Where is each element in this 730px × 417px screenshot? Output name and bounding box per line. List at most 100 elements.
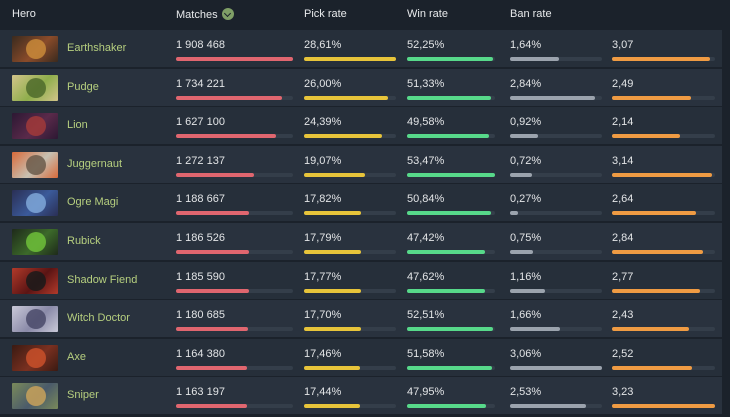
kda-bar-track (612, 95, 715, 100)
matches-bar-track (176, 95, 293, 100)
header-ban-rate[interactable]: Ban rate (510, 8, 552, 20)
kda-bar-fill (612, 134, 680, 139)
earthshaker-portrait-icon[interactable] (12, 36, 58, 62)
pick-value: 17,77% (304, 270, 342, 283)
win-bar-track (407, 172, 495, 177)
hero-name-link[interactable]: Rubick (67, 235, 101, 247)
matches-bar-track (176, 327, 293, 332)
table-row[interactable]: Ogre Magi 1 188 667 17,82% 50,84% 0,27% 2,64 (0, 184, 722, 222)
header-hero[interactable]: Hero (12, 8, 36, 20)
sniper-portrait-icon[interactable] (12, 383, 58, 410)
table-row[interactable]: Axe 1 164 380 17,46% 51,58% 3,06% 2,52 (0, 338, 722, 376)
hero-name-link[interactable]: Juggernaut (67, 157, 123, 170)
pick-bar-fill (304, 365, 360, 370)
pick-value: 28,61% (304, 39, 342, 51)
matches-value: 1 734 221 (176, 77, 225, 90)
hero-name-link[interactable]: Axe (67, 350, 86, 363)
win-bar-track (407, 57, 495, 61)
ban-bar-fill (510, 134, 538, 139)
ban-bar-track (510, 172, 602, 177)
header-matches[interactable]: Matches (176, 8, 234, 21)
matches-bar-fill (176, 404, 247, 409)
hero-name-link[interactable]: Shadow Fiend (67, 273, 138, 286)
ban-bar-track (510, 288, 602, 293)
pick-bar-track (304, 172, 396, 177)
win-value: 51,33% (407, 77, 445, 90)
sort-descending-icon[interactable] (221, 8, 234, 20)
pick-bar-track (304, 250, 396, 254)
kda-bar-track (612, 250, 715, 254)
kda-value: 2,52 (612, 347, 634, 360)
table-row[interactable]: Witch Doctor 1 180 685 17,70% 52,51% 1,66% 2,… (0, 300, 722, 338)
rubick-portrait-icon[interactable] (12, 229, 58, 255)
matches-bar-track (176, 250, 293, 254)
hero-name-link[interactable]: Ogre Magi (67, 196, 119, 209)
matches-bar-fill (176, 211, 249, 216)
witch-doctor-portrait-icon[interactable] (12, 306, 58, 333)
shadow-fiend-portrait-icon[interactable] (12, 267, 58, 294)
win-bar-fill (407, 134, 489, 139)
ban-value: 0,72% (510, 154, 542, 167)
pick-value: 17,70% (304, 309, 342, 322)
pick-bar-fill (304, 95, 388, 100)
pick-value: 26,00% (304, 77, 342, 90)
table-row[interactable]: Shadow Fiend 1 185 590 17,77% 47,62% 1,16% 2,… (0, 261, 722, 299)
win-bar-track (407, 404, 495, 409)
pick-bar-fill (304, 211, 361, 216)
win-value: 50,84% (407, 193, 445, 206)
matches-bar-fill (176, 327, 248, 332)
header-pick-rate[interactable]: Pick rate (304, 8, 347, 20)
pick-bar-fill (304, 250, 361, 254)
matches-bar-fill (176, 172, 254, 177)
pudge-portrait-icon[interactable] (12, 74, 58, 101)
win-bar-fill (407, 95, 491, 100)
ban-value: 0,75% (510, 232, 542, 244)
win-bar-track (407, 134, 495, 139)
win-bar-fill (407, 57, 493, 61)
kda-bar-fill (612, 211, 696, 216)
pick-bar-track (304, 134, 396, 139)
ogre-magi-portrait-icon[interactable] (12, 190, 58, 217)
matches-bar-fill (176, 57, 293, 61)
table-row[interactable]: Sniper 1 163 197 17,44% 47,95% 2,53% 3,23 (0, 377, 722, 415)
hero-name-link[interactable]: Lion (67, 119, 88, 132)
table-row[interactable]: Earthshaker 1 908 468 28,61% 52,25% 1,64% 3,0… (0, 30, 722, 67)
pick-bar-track (304, 327, 396, 332)
hero-name-link[interactable]: Witch Doctor (67, 312, 130, 325)
win-bar-fill (407, 250, 485, 254)
hero-name-link[interactable]: Sniper (67, 389, 99, 402)
table-row[interactable]: Rubick 1 186 526 17,79% 47,42% 0,75% 2,84 (0, 223, 722, 260)
lion-portrait-icon[interactable] (12, 113, 58, 140)
kda-value: 3,23 (612, 386, 634, 399)
win-bar-fill (407, 327, 493, 332)
juggernaut-portrait-icon[interactable] (12, 151, 58, 178)
win-value: 49,58% (407, 116, 445, 129)
pick-bar-track (304, 365, 396, 370)
win-bar-fill (407, 404, 486, 409)
win-bar-fill (407, 211, 491, 216)
matches-value: 1 163 197 (176, 386, 225, 399)
ban-bar-fill (510, 327, 560, 332)
table-row[interactable]: Lion 1 627 100 24,39% 49,58% 0,92% 2,14 (0, 107, 722, 145)
ban-bar-fill (510, 172, 532, 177)
ban-value: 0,92% (510, 116, 542, 129)
ban-bar-fill (510, 365, 602, 370)
ban-bar-track (510, 134, 602, 139)
matches-bar-fill (176, 134, 276, 139)
win-value: 52,25% (407, 39, 445, 51)
pick-value: 17,46% (304, 347, 342, 360)
pick-bar-fill (304, 404, 360, 409)
table-row[interactable]: Juggernaut 1 272 137 19,07% 53,47% 0,72% 3,14 (0, 145, 722, 183)
ban-bar-fill (510, 211, 518, 216)
win-value: 47,42% (407, 232, 445, 244)
axe-portrait-icon[interactable] (12, 344, 58, 371)
kda-bar-fill (612, 57, 710, 61)
hero-name-link[interactable]: Earthshaker (67, 42, 127, 54)
table-row[interactable]: Pudge 1 734 221 26,00% 51,33% 2,84% 2,49 (0, 68, 722, 106)
page-edge (722, 0, 730, 417)
pick-value: 24,39% (304, 116, 342, 129)
hero-name-link[interactable]: Pudge (67, 80, 99, 93)
header-win-rate[interactable]: Win rate (407, 8, 448, 20)
kda-bar-fill (612, 288, 700, 293)
kda-bar-fill (612, 327, 689, 332)
